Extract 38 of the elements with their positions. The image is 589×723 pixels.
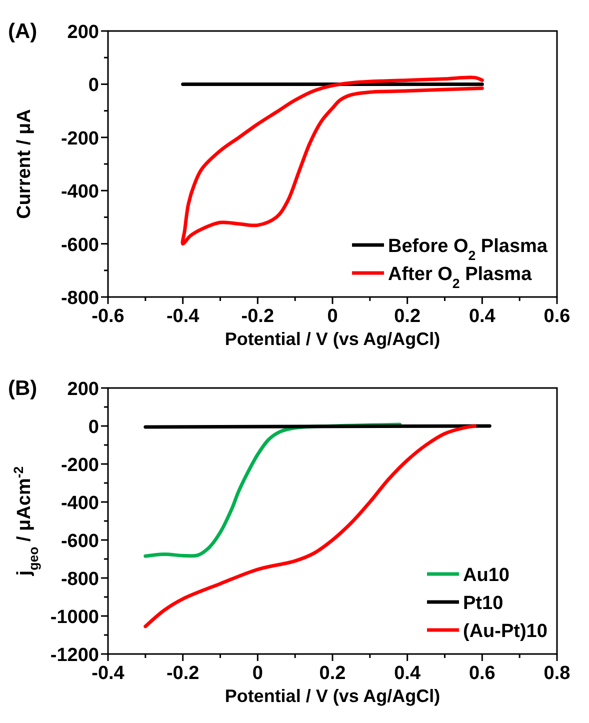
y-tick-label: 0 [88,75,99,96]
y-tick-label: -1000 [50,607,99,628]
x-tick-label: 0.8 [544,663,570,684]
y-axis-title: Current / μA [14,108,35,219]
x-tick-label: 0.6 [468,663,496,684]
y-tick-label: -400 [60,182,99,203]
x-tick-label: 0.6 [544,306,570,327]
chart-title: (B) [8,377,38,400]
x-tick-label: -0.4 [92,663,125,684]
x-tick-label: -0.4 [166,306,200,327]
x-axis-title: Potential / V (vs Ag/AgCl) [224,686,440,706]
legend-label: After O$_{2}$ Plasma [388,264,532,290]
x-tick-label: 0.2 [319,663,346,684]
legend-label: (Au-Pt)10 [463,621,548,642]
y-tick-label: -200 [60,455,99,476]
y-tick-label: -800 [60,569,99,590]
y-tick-label: 200 [67,22,99,43]
x-axis-title: Potential / V (vs Ag/AgCl) [224,329,440,349]
legend-label: Au10 [463,565,510,586]
x-tick-label: 0 [327,306,338,327]
y-tick-label: -600 [60,234,99,256]
chart-title: (A) [8,20,38,43]
x-tick-label: -0.2 [166,663,200,684]
y-tick-label: -1200 [50,645,99,666]
x-tick-label: 0.2 [394,306,421,327]
y-tick-label: 200 [67,379,99,400]
legend-label: Pt10 [463,593,504,614]
x-tick-label: -0.2 [241,306,274,327]
y-tick-label: -800 [60,288,99,309]
legend-label: Before O$_{2}$ Plasma [388,236,548,262]
y-tick-label: -600 [60,531,99,552]
x-tick-label: 0.4 [394,663,421,684]
y-tick-label: 0 [88,417,99,438]
y-tick-label: -400 [60,493,99,514]
y-tick-label: -200 [60,128,99,150]
x-tick-label: 0.4 [468,306,496,327]
x-tick-label: -0.6 [92,306,124,327]
x-tick-label: 0 [252,663,263,684]
